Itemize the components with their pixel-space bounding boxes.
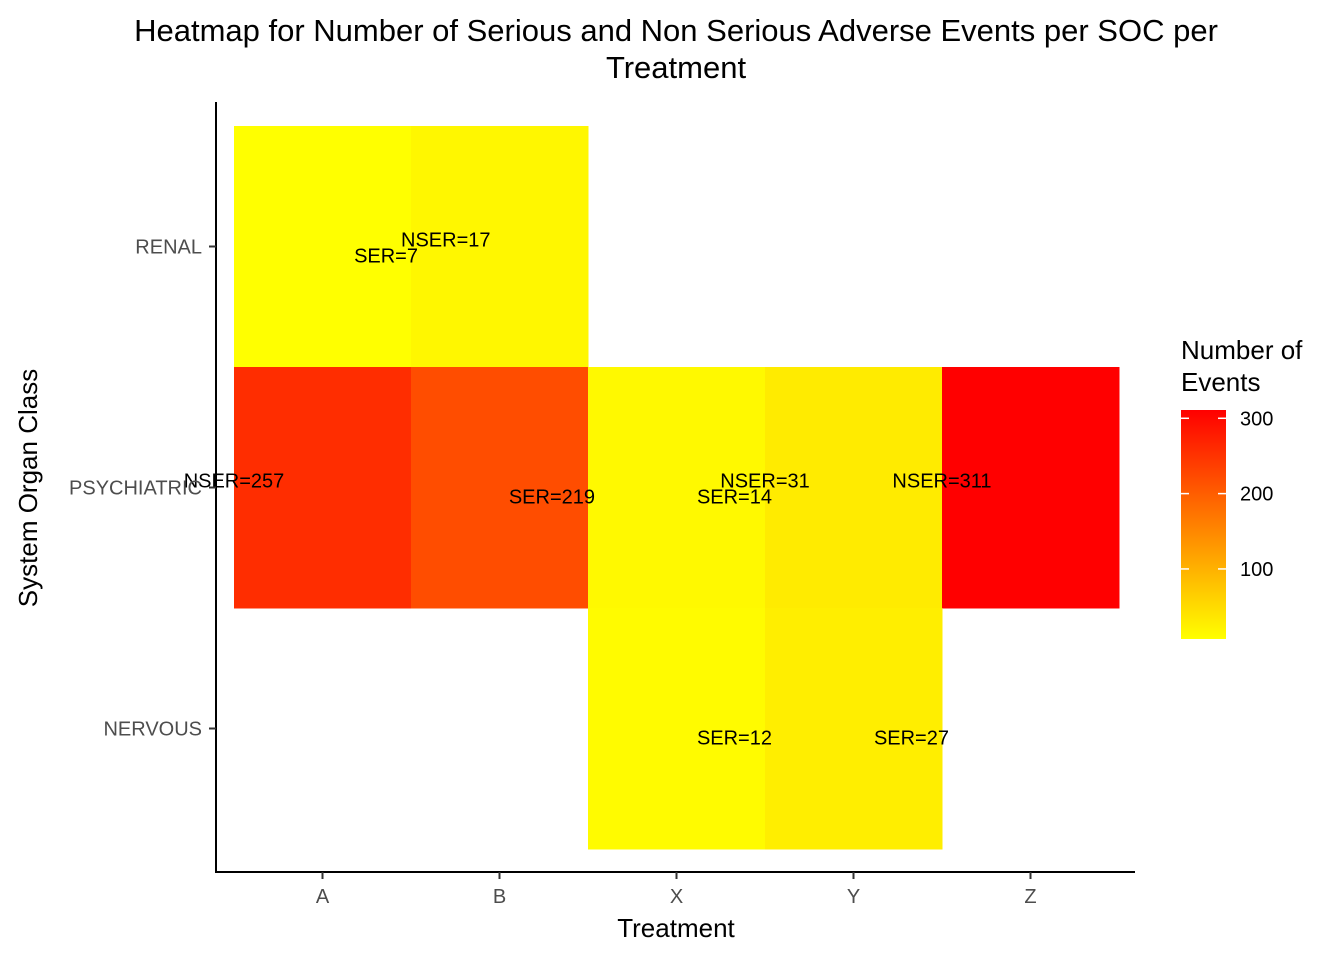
cell-label-7: SER=12 [697,728,772,750]
cell-label-5: NSER=31 [720,471,810,493]
cell-label-6: NSER=311 [892,471,991,493]
heatmap-cell-b-renal [411,126,589,368]
heatmap-cell-y-psychiatric [765,367,943,609]
y-axis-title: System Organ Class [13,369,43,607]
heatmap-cell-b-psychiatric [411,367,589,609]
chart-title-line-1: Heatmap for Number of Serious and Non Se… [134,13,1218,48]
heatmap-cell-z-psychiatric [942,367,1120,609]
y-tick-label-psychiatric: PSYCHIATRIC [69,478,202,500]
legend-tick-label-300: 300 [1240,408,1273,430]
cell-label-0: SER=7 [354,246,418,268]
heatmap-cell-y-nervous [765,608,943,850]
x-tick-label-a: A [316,886,330,908]
cell-label-1: NSER=17 [401,230,491,252]
legend-color-bar [1181,410,1226,639]
heatmap-cell-a-psychiatric [234,367,412,609]
x-axis-title: Treatment [617,913,735,943]
cell-label-8: SER=27 [874,728,949,750]
x-tick-label-z: Z [1024,886,1036,908]
heatmap-cell-x-nervous [588,608,766,850]
heatmap-cell-a-renal [234,126,412,368]
x-tick-label-y: Y [847,886,860,908]
y-axis-ticks: NERVOUS PSYCHIATRIC RENAL [69,237,216,741]
legend-title-line-2: Events [1181,367,1261,397]
x-tick-label-x: X [670,886,683,908]
legend-tick-label-200: 200 [1240,484,1273,506]
heatmap-cells [234,126,1120,850]
cell-label-4: SER=14 [697,487,772,509]
color-legend: Number of Events 100 200 300 [1181,335,1303,639]
y-tick-label-nervous: NERVOUS [103,719,202,741]
heatmap-cell-x-psychiatric [588,367,766,609]
cell-label-3: SER=219 [509,487,595,509]
legend-tick-label-100: 100 [1240,559,1273,581]
y-tick-label-renal: RENAL [135,237,202,259]
x-tick-label-b: B [493,886,506,908]
legend-ticks: 100 200 300 [1181,408,1273,581]
legend-title-line-1: Number of [1181,335,1303,365]
cell-label-2: NSER=257 [184,471,285,493]
chart-title-line-2: Treatment [606,50,747,85]
